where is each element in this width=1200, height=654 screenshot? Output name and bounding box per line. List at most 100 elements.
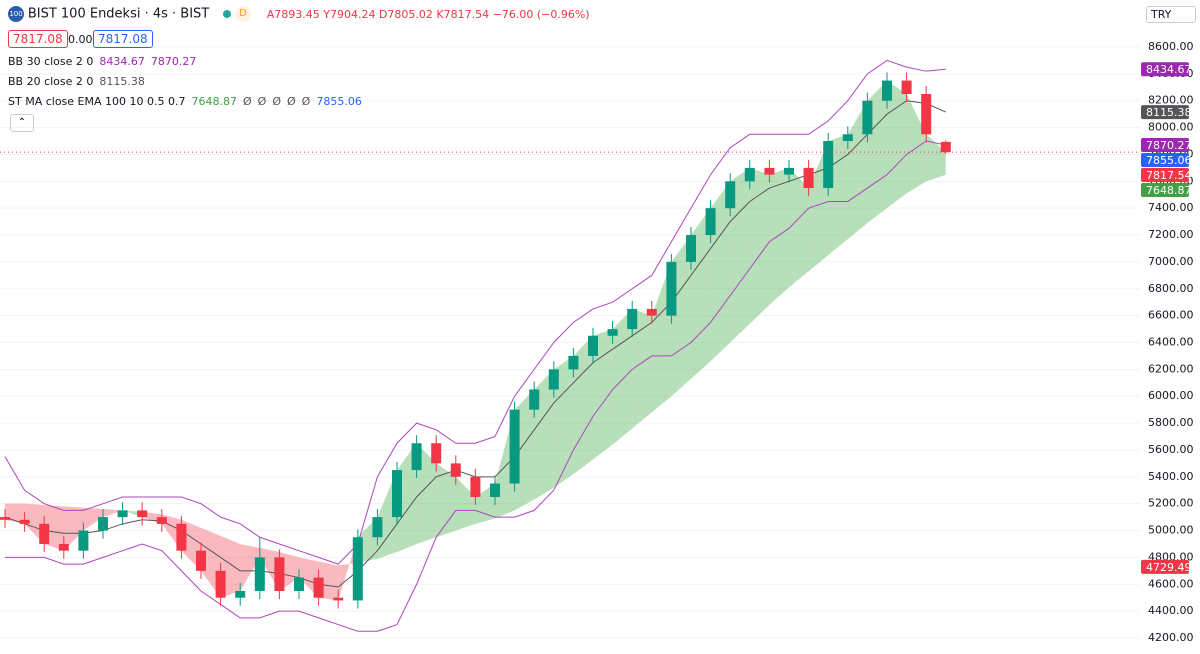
candle-body [921, 94, 932, 135]
price-label-box [1141, 183, 1189, 198]
candle-body [568, 355, 579, 370]
indicator-value: 8434.67 [99, 55, 145, 68]
candles [0, 72, 951, 609]
candle-body [215, 570, 226, 598]
candle-body [333, 597, 344, 601]
y-tick-label: 5200.00 [1148, 497, 1194, 510]
trend-fill [240, 543, 260, 591]
candle-body [842, 134, 853, 142]
ask[interactable]: 7817.08 [93, 30, 153, 48]
y-tick-label: 4600.00 [1148, 577, 1194, 590]
candle-body [725, 181, 736, 209]
candle-body [313, 577, 324, 598]
spread: 0.00 [68, 33, 93, 46]
candle-body [196, 550, 206, 571]
band-line [5, 140, 946, 632]
y-tick-label: 6400.00 [1148, 336, 1194, 349]
candle-body [39, 523, 50, 544]
bid[interactable]: 7817.08 [8, 30, 68, 48]
status-dot [223, 10, 232, 18]
trend-fill [906, 94, 927, 194]
y-tick-label: 7400.00 [1148, 201, 1194, 214]
price-label-box [1141, 105, 1189, 120]
indicator-value: 7870.27 [150, 55, 197, 68]
candle-body [862, 100, 873, 135]
collapse-button[interactable]: ⌃ [10, 114, 34, 132]
candle-body [686, 235, 696, 262]
candle-body [705, 208, 716, 236]
candle-body [803, 167, 814, 189]
band-line [4, 59, 946, 565]
indicator-value: Ø [272, 95, 281, 108]
y-tick-label: 5600.00 [1148, 443, 1194, 456]
indicator-value: Ø [301, 95, 311, 108]
candle-body [254, 557, 265, 591]
y-tick-label: 7000.00 [1148, 255, 1194, 268]
y-tick-label: 5800.00 [1148, 416, 1194, 429]
indicator-row[interactable]: ST MA close EMA 100 10 0.5 0.7 7648.87 Ø Ø Ø… [8, 95, 362, 108]
indicator-value: Ø [242, 95, 252, 108]
candle-body [0, 517, 10, 520]
trend-fill [573, 335, 593, 475]
symbol-row: 100 BIST 100 Endeksi · 4s · BIST D A7893… [8, 6, 590, 22]
candle-body [744, 167, 755, 182]
currency[interactable]: TRY [1146, 6, 1196, 23]
candle-body [784, 167, 794, 175]
candle-body [548, 369, 559, 390]
indicator-name: BB 20 close 2 0 [8, 75, 94, 88]
candle-body [294, 577, 304, 591]
y-tick-label: 8600.00 [1148, 40, 1194, 53]
candle-body [882, 80, 892, 101]
candle-body [901, 80, 912, 95]
indicator-value: Ø [257, 95, 267, 108]
y-tick-label: 6000.00 [1148, 389, 1194, 402]
candle-body [450, 463, 461, 477]
candle-body [274, 557, 285, 591]
indicator-row[interactable]: BB 30 close 2 0 8434.67 7870.27 [8, 55, 196, 68]
candle-body [431, 443, 442, 464]
y-tick-label: 6200.00 [1148, 362, 1194, 375]
candle-body [98, 517, 108, 531]
trend-fill [593, 329, 613, 460]
candle-body [470, 476, 481, 497]
logo: 100 [8, 6, 24, 22]
price-label: 4729.49 [1146, 561, 1192, 574]
trend-fill [926, 134, 946, 182]
trend-fill [632, 308, 652, 429]
candle-body [666, 261, 677, 316]
candle-body [411, 443, 422, 471]
candle-body [117, 510, 128, 518]
candle-body [490, 483, 500, 497]
candle-body [352, 537, 363, 601]
price-label: 7855.06 [1146, 154, 1192, 167]
y-tick-label: 6800.00 [1148, 282, 1194, 295]
indicator-name: ST MA close EMA 100 10 0.5 0.7 [8, 95, 186, 108]
indicator-value: 8115.38 [99, 75, 145, 88]
price-label: 7648.87 [1146, 184, 1192, 197]
candle-body [509, 409, 520, 484]
candle-body [235, 590, 246, 598]
indicator-value: Ø [287, 95, 296, 108]
candle-body [78, 530, 89, 551]
candle-body [392, 470, 402, 518]
trend-fill [749, 167, 770, 324]
candle-body [19, 519, 30, 524]
candle-body [529, 389, 540, 410]
indicator-row[interactable]: BB 20 close 2 0 8115.38 [8, 75, 145, 88]
candle-body [137, 510, 148, 518]
trend-fill [769, 167, 789, 305]
candle-body [156, 517, 167, 524]
candle-body [764, 167, 775, 175]
candle-body [823, 141, 834, 189]
y-tick-label: 4400.00 [1148, 604, 1194, 617]
candle-body [176, 523, 187, 551]
price-label: 8115.38 [1146, 106, 1192, 119]
y-tick-label: 5400.00 [1148, 470, 1194, 483]
price-label: 8434.67 [1146, 63, 1192, 76]
symbol[interactable]: BIST 100 Endeksi · 4s · BIST [27, 6, 210, 22]
price-label-box [1141, 559, 1189, 574]
candle-body [58, 543, 69, 551]
candle-body [940, 141, 951, 153]
